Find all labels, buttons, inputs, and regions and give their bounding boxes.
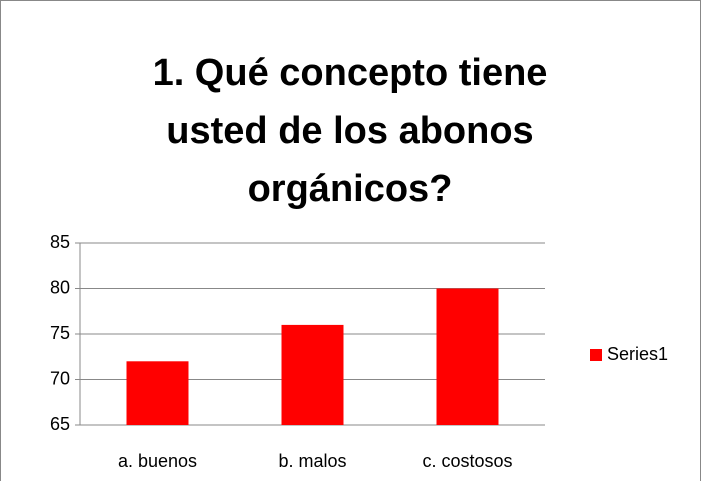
y-tick-label: 85 [50, 232, 70, 252]
y-tick-label: 80 [50, 277, 70, 297]
x-tick-label: a. buenos [118, 451, 197, 471]
legend-label: Series1 [607, 344, 668, 364]
chart-title: 1. Qué concepto tiene usted de los abono… [152, 52, 548, 210]
legend-swatch [590, 349, 602, 361]
x-tick-label: b. malos [278, 451, 346, 471]
x-tick-label: c. costosos [422, 451, 512, 471]
bar [281, 324, 344, 425]
y-tick-label: 75 [50, 323, 70, 343]
bar [436, 288, 499, 425]
y-tick-label: 70 [50, 368, 70, 388]
y-tick-label: 65 [50, 414, 70, 434]
bar [126, 361, 189, 425]
